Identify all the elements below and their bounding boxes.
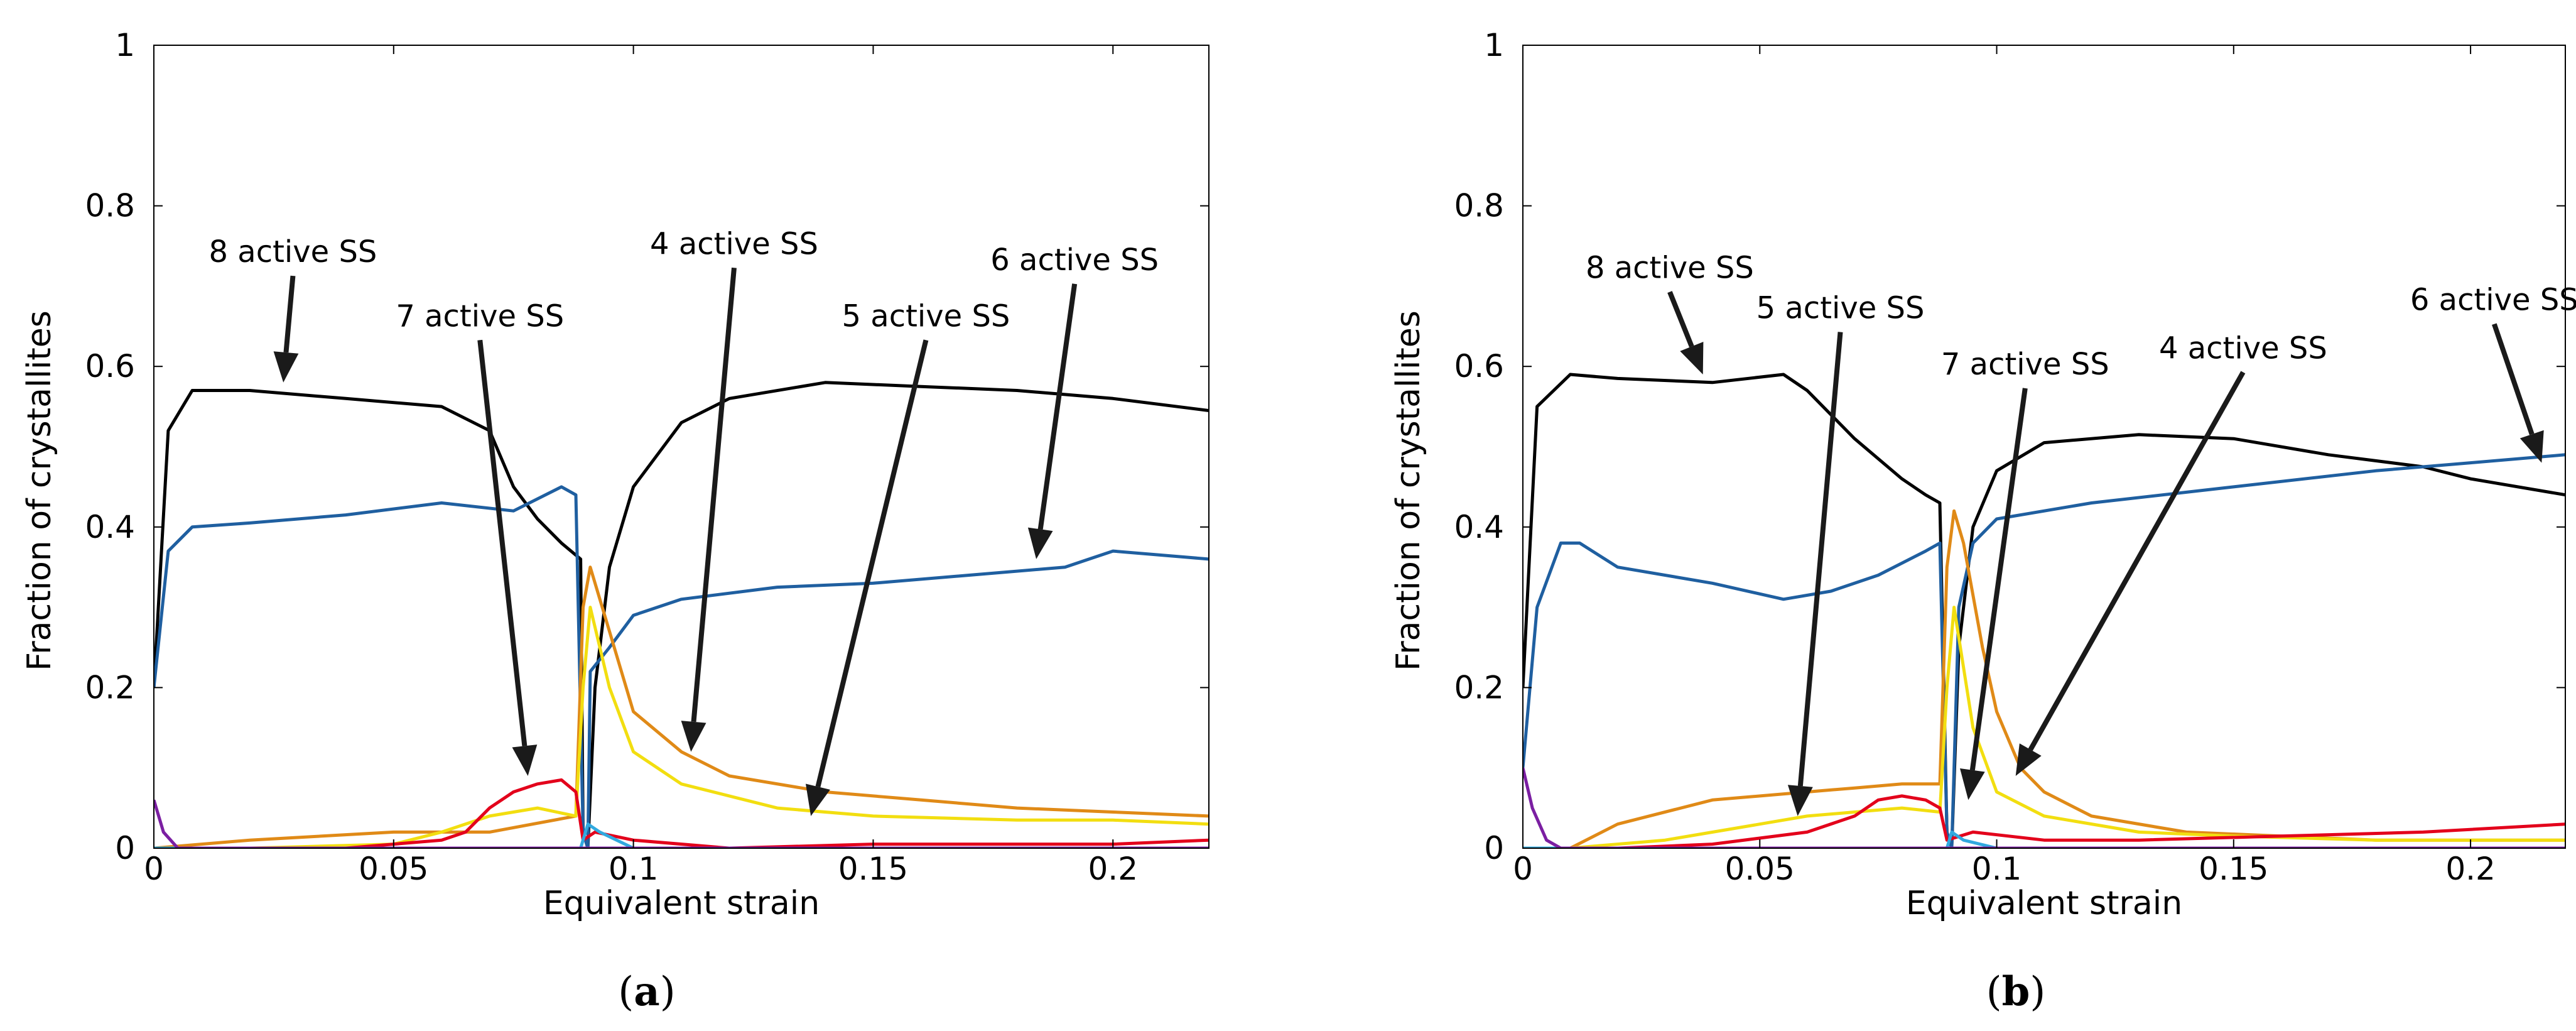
- caption-letter: a: [634, 968, 659, 1015]
- y-tick-label: 0.4: [85, 509, 135, 545]
- y-tick-label: 0.2: [1454, 669, 1504, 706]
- series-line-8: [1523, 373, 2565, 848]
- y-axis-label: Fraction of crystallites: [1390, 310, 1427, 671]
- series-line-4: [154, 565, 1209, 848]
- x-tick-label: 0.15: [2199, 851, 2268, 887]
- annotation-arrow-shaft: [477, 339, 528, 746]
- annotation-arrow-shaft: [2492, 323, 2535, 435]
- series-line-4: [1523, 509, 2565, 848]
- x-tick-label: 0: [144, 851, 164, 887]
- annotation-arrow-shaft: [1667, 291, 1694, 347]
- x-tick-label: 0.2: [2445, 851, 2496, 887]
- series-line-7: [1523, 794, 2565, 848]
- x-axis-label: Equivalent strain: [543, 885, 820, 922]
- x-tick-label: 0.1: [609, 851, 659, 887]
- annotation-label: 4 active SS: [650, 226, 818, 261]
- annotation-label: 7 active SS: [396, 298, 564, 334]
- annotation-arrow-head: [806, 783, 830, 816]
- annotation-arrow-head: [1680, 342, 1704, 374]
- y-tick-label: 0.8: [1454, 188, 1504, 224]
- annotation-arrow-shaft: [283, 275, 296, 353]
- series-line-5: [154, 606, 1209, 848]
- y-tick-label: 0.6: [85, 348, 135, 385]
- y-tick-label: 0.2: [85, 669, 135, 706]
- y-tick-label: 0: [1484, 830, 1504, 866]
- annotation-label: 7 active SS: [1941, 347, 2109, 382]
- annotation-label: 8 active SS: [1586, 251, 1754, 286]
- y-tick-label: 1: [115, 27, 135, 63]
- chart-panel-b: 0 0.05 0.1 0.15 0.2 0 0.2 0.4 0.6 0.8 1 Equivalent …: [1390, 27, 2576, 922]
- annotation-arrow-head: [1960, 768, 1985, 800]
- plot-frame: [1522, 45, 2566, 849]
- series-line-1: [154, 799, 1209, 848]
- annotation-arrow-shaft: [2028, 371, 2246, 751]
- annotation-arrow-head: [2519, 430, 2544, 463]
- x-tick-label: 0.2: [1088, 851, 1139, 887]
- annotation-arrow-head: [2015, 743, 2042, 776]
- y-axis-label: Fraction of crystallites: [21, 310, 58, 671]
- caption-letter: b: [2002, 968, 2030, 1015]
- annotation-label: 8 active SS: [209, 234, 377, 270]
- annotation-label: 5 active SS: [1756, 291, 1925, 326]
- y-tick-label: 1: [1484, 27, 1504, 63]
- x-tick-label: 0.15: [838, 851, 908, 887]
- series-line-3: [1523, 830, 2565, 848]
- y-tick-label: 0: [115, 830, 135, 866]
- annotation-arrow-shaft: [1037, 283, 1078, 530]
- series-group: [154, 381, 1209, 848]
- annotation-arrow-shaft: [691, 267, 737, 723]
- plot-frame: [153, 45, 1210, 849]
- x-tick-label: 0.1: [1972, 851, 2022, 887]
- y-tick-label: 0.8: [85, 188, 135, 224]
- x-tick-label: 0: [1513, 851, 1533, 887]
- series-line-1: [1523, 767, 2565, 848]
- annotation-arrow-head: [512, 745, 538, 776]
- series-line-7: [154, 778, 1209, 848]
- series-line-6: [154, 485, 1209, 848]
- annotation-arrow-head: [1027, 527, 1053, 559]
- annotation-arrow-head: [273, 351, 299, 383]
- annotation-arrow-head: [681, 721, 706, 752]
- annotation-label: 6 active SS: [2410, 283, 2576, 318]
- annotation-label: 4 active SS: [2159, 330, 2327, 366]
- caption-a: (a): [618, 968, 675, 1015]
- annotation-arrow-shaft: [815, 339, 929, 788]
- y-tick-label: 0.6: [1454, 348, 1504, 385]
- series-group: [1523, 373, 2565, 848]
- x-tick-label: 0.05: [1725, 851, 1795, 887]
- x-tick-label: 0.05: [359, 851, 428, 887]
- x-axis-label: Equivalent strain: [1906, 885, 2182, 922]
- annotation-arrow-shaft: [1969, 388, 2028, 771]
- annotation-label: 6 active SS: [990, 243, 1159, 278]
- annotation-arrow-shaft: [1797, 332, 1843, 787]
- series-line-5: [1523, 606, 2565, 848]
- annotation-label: 5 active SS: [842, 298, 1010, 334]
- chart-panel-a: 0 0.05 0.1 0.15 0.2 0 0.2 0.4 0.6 0.8 1 Equivalent …: [21, 27, 1210, 922]
- series-line-3: [154, 822, 1209, 848]
- y-tick-label: 0.4: [1454, 509, 1504, 545]
- caption-b: (b): [1986, 968, 2046, 1015]
- annotation-arrow-head: [1787, 785, 1813, 816]
- series-line-6: [1523, 453, 2565, 848]
